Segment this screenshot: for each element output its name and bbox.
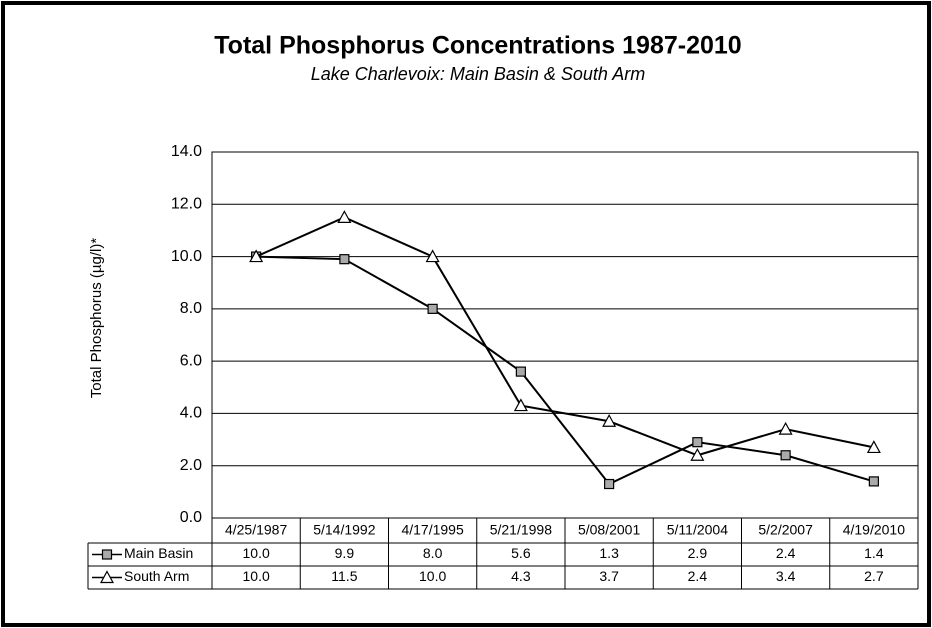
table-value: 10.0 bbox=[243, 568, 270, 584]
table-value: 10.0 bbox=[419, 568, 446, 584]
table-value: 2.7 bbox=[864, 568, 884, 584]
chart-title: Total Phosphorus Concentrations 1987-201… bbox=[214, 32, 741, 60]
marker bbox=[692, 437, 703, 448]
table-value: 3.7 bbox=[599, 568, 619, 584]
y-tick-label: 8.0 bbox=[180, 300, 202, 317]
table-value: 2.9 bbox=[688, 545, 708, 561]
x-tick-label: 5/11/2004 bbox=[667, 522, 728, 538]
table-value: 3.4 bbox=[776, 568, 796, 584]
marker bbox=[690, 448, 705, 461]
table-value: 1.4 bbox=[864, 545, 884, 561]
marker bbox=[515, 366, 526, 377]
table-value: 4.3 bbox=[511, 568, 531, 584]
x-tick-label: 4/25/1987 bbox=[225, 522, 287, 538]
y-tick-label: 10.0 bbox=[171, 248, 202, 265]
x-tick-label: 5/2/2007 bbox=[758, 522, 813, 538]
marker bbox=[425, 249, 440, 263]
marker bbox=[427, 303, 438, 314]
table-value: 5.6 bbox=[511, 545, 531, 561]
table-value: 10.0 bbox=[243, 545, 270, 561]
table-value: 11.5 bbox=[331, 568, 357, 584]
table-value: 2.4 bbox=[776, 545, 796, 561]
marker bbox=[778, 421, 793, 435]
marker bbox=[780, 450, 791, 461]
series-line bbox=[256, 255, 875, 486]
x-tick-label: 4/19/2010 bbox=[843, 522, 905, 538]
y-tick-label: 2.0 bbox=[180, 457, 202, 474]
y-tick-label: 4.0 bbox=[180, 405, 202, 422]
legend-label: Main Basin bbox=[124, 545, 193, 561]
y-tick-label: 12.0 bbox=[171, 196, 202, 213]
marker bbox=[339, 254, 350, 265]
marker bbox=[249, 249, 264, 263]
series-line bbox=[255, 216, 875, 457]
marker bbox=[866, 440, 881, 454]
table-value: 9.9 bbox=[335, 545, 355, 561]
marker bbox=[513, 398, 528, 412]
x-tick-label: 4/17/1995 bbox=[401, 522, 463, 538]
table-value: 2.4 bbox=[688, 568, 708, 584]
table-value: 8.0 bbox=[423, 545, 443, 561]
marker bbox=[337, 210, 352, 223]
marker bbox=[868, 476, 879, 487]
marker bbox=[602, 414, 617, 427]
marker bbox=[101, 549, 113, 560]
y-tick-label: 14.0 bbox=[171, 143, 202, 160]
marker bbox=[99, 570, 115, 584]
chart-subtitle: Lake Charlevoix: Main Basin & South Arm bbox=[311, 64, 646, 84]
marker bbox=[604, 478, 615, 490]
x-tick-label: 5/08/2001 bbox=[578, 522, 640, 538]
y-tick-label: 6.0 bbox=[180, 352, 202, 369]
y-axis-label: Total Phosphorus (µg/l)* bbox=[88, 238, 105, 399]
y-tick-label: 0.0 bbox=[180, 509, 202, 526]
x-tick-label: 5/14/1992 bbox=[313, 522, 375, 538]
legend-label: South Arm bbox=[124, 568, 189, 584]
x-tick-label: 5/21/1998 bbox=[490, 522, 552, 538]
table-value: 1.3 bbox=[599, 545, 619, 561]
